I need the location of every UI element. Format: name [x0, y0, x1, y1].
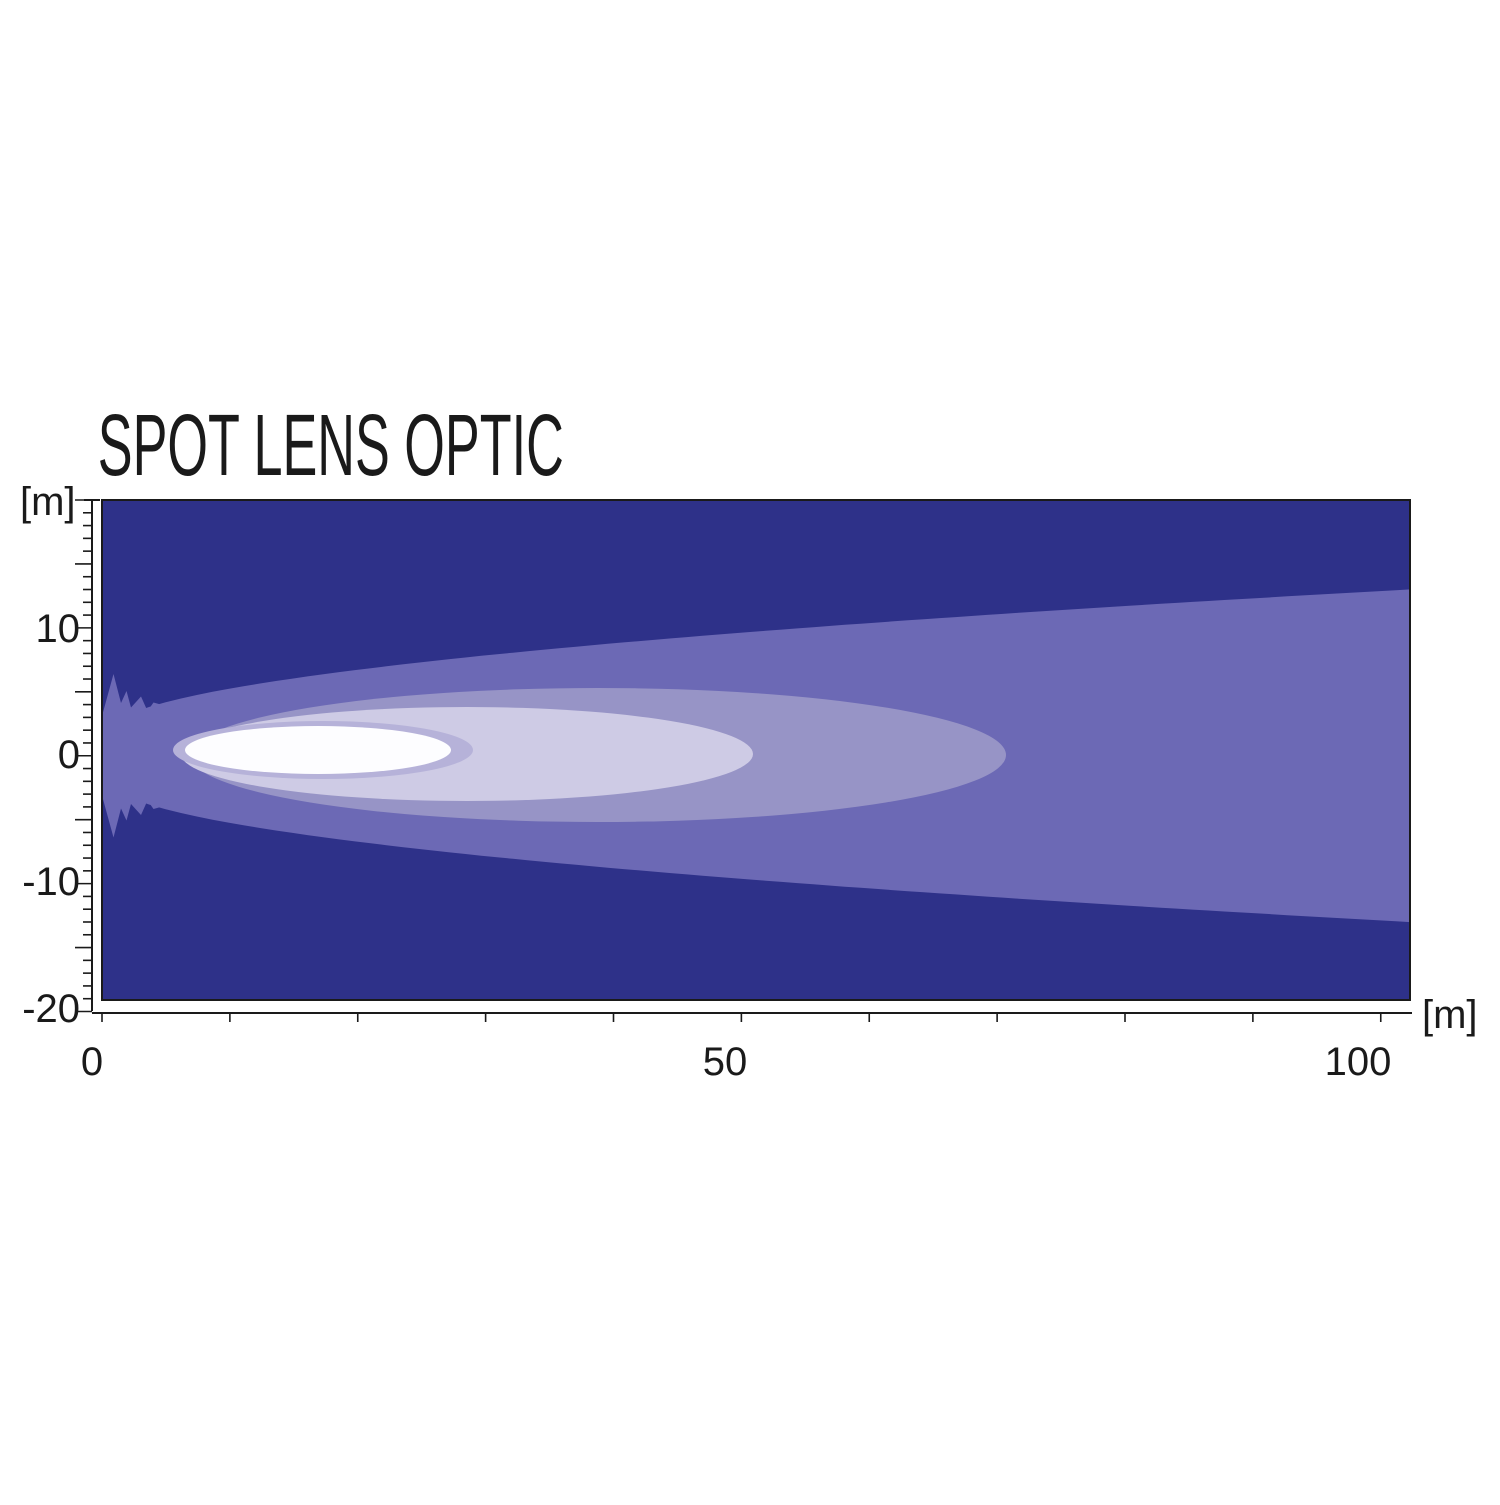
svg-text:SPOT LENS OPTIC: SPOT LENS OPTIC — [98, 397, 564, 494]
svg-text:-10: -10 — [22, 860, 80, 904]
svg-text:50: 50 — [703, 1040, 748, 1084]
svg-text:0: 0 — [58, 733, 80, 777]
svg-text:10: 10 — [36, 607, 81, 651]
svg-text:[m]: [m] — [1422, 993, 1478, 1037]
svg-text:100: 100 — [1325, 1040, 1392, 1084]
svg-text:[m]: [m] — [20, 480, 76, 524]
svg-text:0: 0 — [81, 1040, 103, 1084]
svg-text:-20: -20 — [22, 987, 80, 1031]
